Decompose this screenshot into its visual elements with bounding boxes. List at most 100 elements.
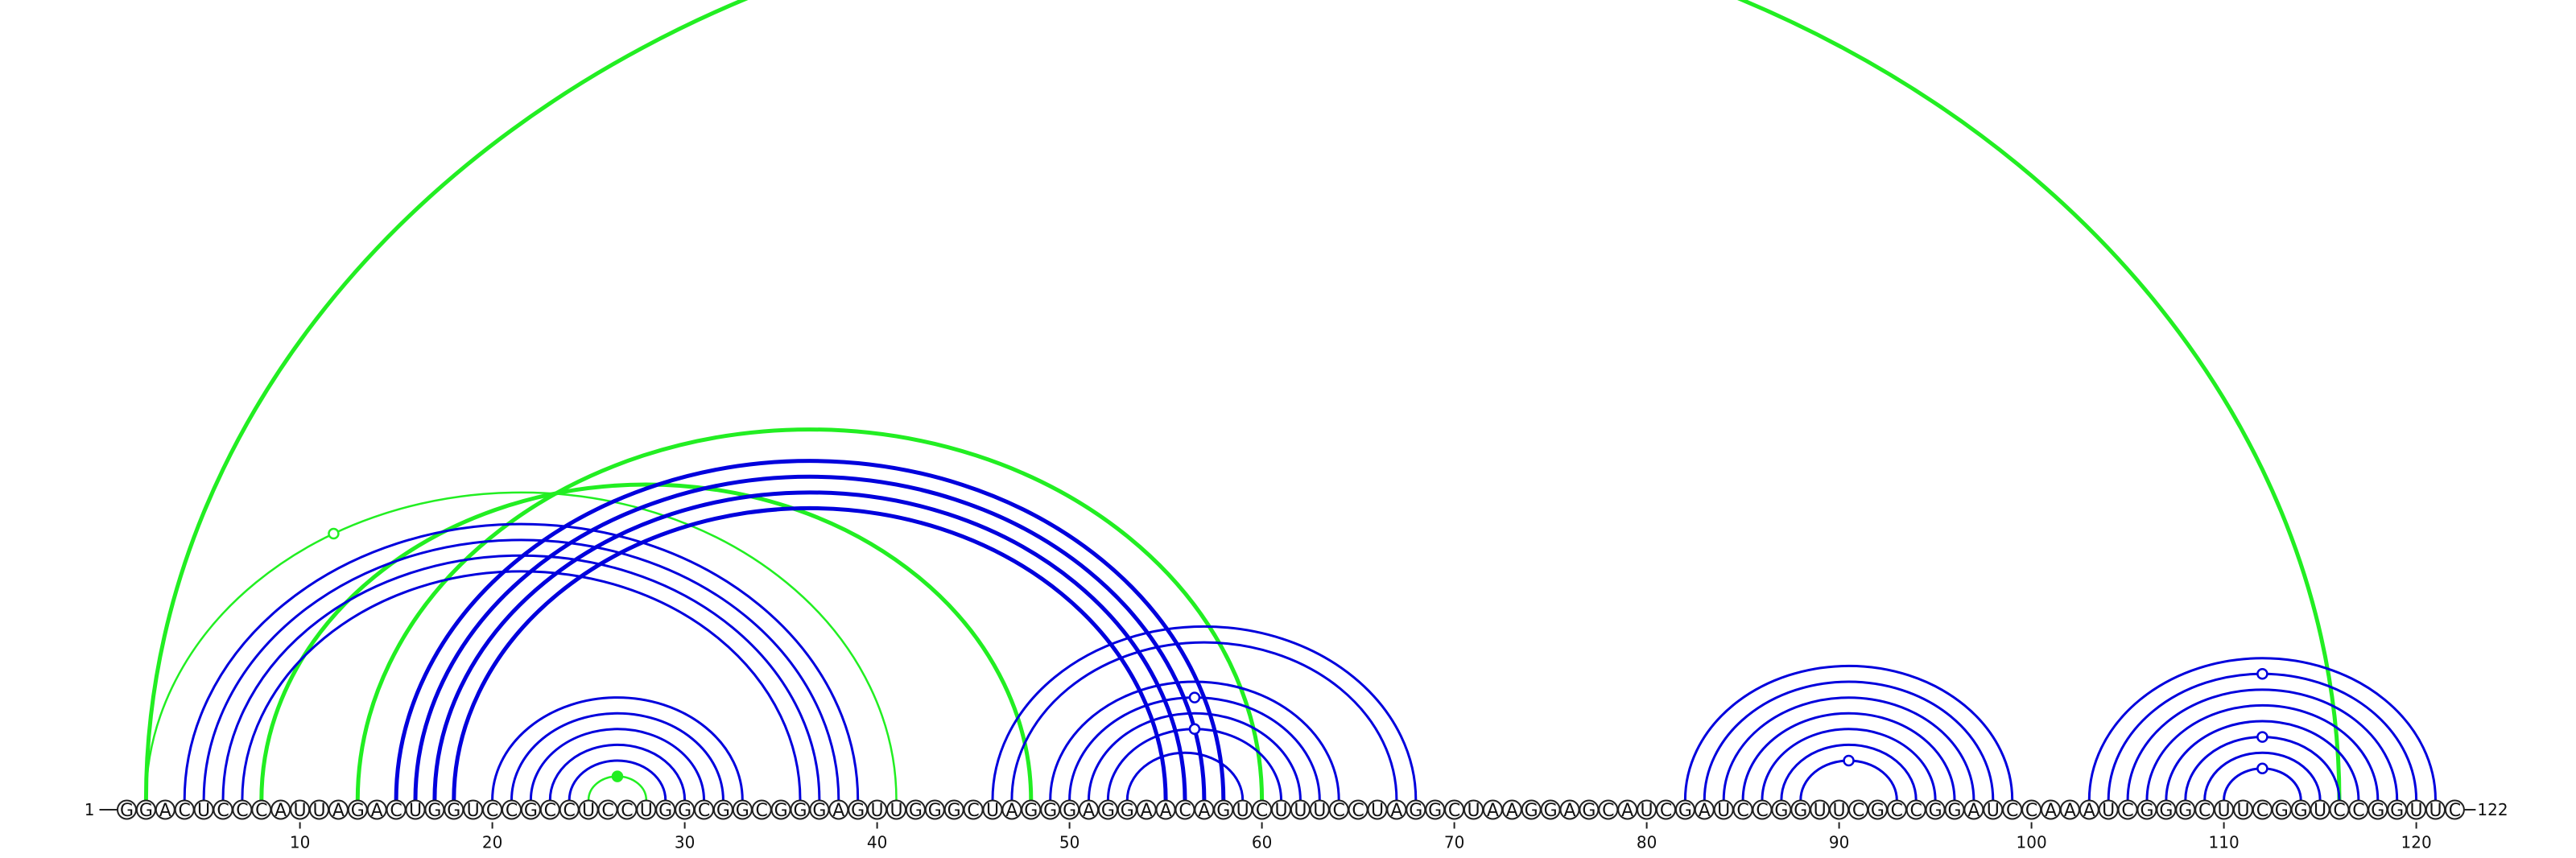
sequence-end-label: 122 — [2477, 800, 2508, 819]
nucleotide-22: G — [520, 799, 541, 821]
arc-88-93 — [1799, 759, 1898, 801]
nucleotide-66: U — [1367, 799, 1388, 821]
arc-marker-104-120 — [2256, 667, 2268, 680]
nucleotide-letter: G — [1947, 801, 1961, 821]
nucleotide-109: C — [2194, 799, 2215, 821]
nucleotide-letter: A — [332, 801, 345, 821]
nucleotide-letter: G — [1409, 801, 1422, 821]
arc-21-32 — [510, 712, 724, 801]
tick-label-120: 120 — [2401, 833, 2432, 852]
nucleotide-6: C — [213, 799, 233, 821]
nucleotide-97: A — [1963, 799, 1984, 821]
nucleotide-letter: G — [658, 801, 672, 821]
nucleotide-51: A — [1079, 799, 1099, 821]
tick-label-20: 20 — [482, 833, 502, 852]
nucleotide-5: U — [193, 799, 214, 821]
nucleotide-103: A — [2079, 799, 2099, 821]
nucleotide-53: G — [1117, 799, 1137, 821]
arcs-layer — [143, 0, 2437, 801]
nucleotide-32: G — [712, 799, 733, 821]
arc-85-96 — [1741, 712, 1956, 801]
nucleotide-letter: A — [159, 801, 171, 821]
nucleotide-75: G — [1540, 799, 1561, 821]
arc-105-119 — [2126, 688, 2399, 801]
nucleotide-letter: C — [2006, 801, 2018, 821]
nucleotide-31: C — [694, 799, 714, 821]
nucleotide-letter: A — [1141, 801, 1153, 821]
nucleotide-122: C — [2444, 799, 2465, 821]
nucleotide-115: U — [2310, 799, 2330, 821]
nucleotide-letter: G — [2140, 801, 2153, 821]
nucleotide-8: C — [251, 799, 272, 821]
nucleotide-letter: G — [678, 801, 691, 821]
nucleotide-letter: U — [312, 801, 325, 821]
nucleotide-letter: U — [1236, 801, 1249, 821]
arc-23-30 — [548, 743, 687, 801]
nucleotide-44: G — [943, 799, 964, 821]
nucleotide-33: G — [732, 799, 753, 821]
nucleotide-95: G — [1925, 799, 1946, 821]
nucleotide-letter: C — [2449, 801, 2461, 821]
nucleotide-90: U — [1829, 799, 1850, 821]
nucleotide-110: U — [2214, 799, 2235, 821]
nucleotide-letter: G — [793, 801, 807, 821]
nucleotide-letter: U — [1987, 801, 2000, 821]
nucleotide-letter: A — [1506, 801, 1518, 821]
nucleotide-119: G — [2387, 799, 2408, 821]
arc-15-58 — [394, 459, 1226, 801]
nucleotide-letter: G — [1525, 801, 1538, 821]
nucleotide-letter: G — [139, 801, 153, 821]
nucleotide-letter: C — [2198, 801, 2211, 821]
tick-label-60: 60 — [1252, 833, 1272, 852]
nucleotide-2: G — [135, 799, 156, 821]
arc-24-29 — [568, 759, 667, 801]
nucleotide-letter: U — [640, 801, 653, 821]
nucleotide-80: U — [1637, 799, 1657, 821]
nucleotide-letter: C — [2333, 801, 2345, 821]
nucleotide-letter: G — [447, 801, 460, 821]
nucleotide-letter: U — [1371, 801, 1384, 821]
arc-17-56 — [432, 490, 1187, 801]
nucleotide-letter: C — [2121, 801, 2133, 821]
nucleotide-63: U — [1309, 799, 1330, 821]
nucleotide-35: G — [770, 799, 791, 821]
nucleotide-letter: C — [1333, 801, 1345, 821]
nucleotide-letter: G — [2390, 801, 2404, 821]
nucleotide-letter: G — [2294, 801, 2308, 821]
nucleotide-118: G — [2368, 799, 2388, 821]
arc-2-116 — [143, 0, 2342, 801]
nucleotide-106: G — [2136, 799, 2157, 821]
nucleotide-99: C — [2002, 799, 2023, 821]
nucleotide-74: G — [1521, 799, 1542, 821]
nucleotide-letter: U — [1274, 801, 1287, 821]
nucleotide-78: C — [1598, 799, 1619, 821]
nucleotide-85: C — [1732, 799, 1753, 821]
arc-51-62 — [1088, 712, 1302, 801]
nucleotide-21: C — [502, 799, 522, 821]
nucleotide-letter: U — [890, 801, 902, 821]
nucleotide-92: G — [1867, 799, 1888, 821]
nucleotide-letter: G — [736, 801, 749, 821]
arc-7-36 — [241, 570, 802, 801]
nucleotide-letter: G — [120, 801, 134, 821]
nucleotide-letter: A — [1390, 801, 1402, 821]
nucleotide-87: G — [1771, 799, 1792, 821]
nucleotide-letter: G — [947, 801, 961, 821]
nucleotide-59: U — [1232, 799, 1253, 821]
nucleotide-84: U — [1713, 799, 1734, 821]
nucleotide-letter: G — [2159, 801, 2173, 821]
nucleotide-letter: C — [1448, 801, 1460, 821]
nucleotide-9: A — [270, 799, 291, 821]
nucleotide-letter: C — [486, 801, 498, 821]
nucleotide-1: G — [117, 799, 137, 821]
nucleotide-letter: C — [2025, 801, 2037, 821]
nucleotide-61: U — [1271, 799, 1291, 821]
nucleotide-14: A — [366, 799, 387, 821]
nucleotide-69: G — [1425, 799, 1446, 821]
nucleotide-76: A — [1559, 799, 1580, 821]
nucleotide-letter: C — [390, 801, 402, 821]
nucleotide-60: C — [1252, 799, 1273, 821]
nucleotide-27: C — [617, 799, 638, 821]
nucleotide-letter: C — [544, 801, 556, 821]
nucleotide-letter: G — [1544, 801, 1558, 821]
